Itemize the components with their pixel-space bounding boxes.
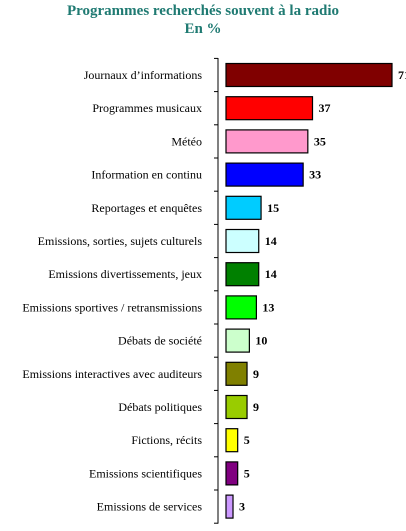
value-label: 13	[262, 300, 274, 314]
value-label: 10	[255, 334, 267, 348]
bar	[225, 494, 234, 519]
bar	[225, 361, 248, 386]
category-label: Météo	[171, 134, 202, 148]
bar	[225, 162, 304, 187]
bar	[225, 62, 393, 88]
category-label: Emissions divertissements, jeux	[48, 267, 202, 281]
bar	[225, 394, 248, 420]
category-label: Emissions sportives / retransmissions	[22, 300, 202, 314]
bar	[225, 328, 250, 353]
value-label: 9	[253, 367, 259, 381]
category-label: Information en continu	[91, 168, 202, 182]
category-label: Fictions, récits	[131, 433, 202, 447]
bar	[225, 295, 257, 320]
chart-subtitle: En %	[184, 21, 222, 37]
value-label: 14	[265, 234, 277, 248]
value-label: 37	[319, 101, 331, 115]
bar	[225, 129, 309, 154]
bar	[225, 228, 260, 254]
value-label: 15	[267, 201, 279, 215]
value-label: 5	[244, 433, 250, 447]
value-label: 3	[239, 500, 245, 514]
value-label: 35	[314, 134, 326, 148]
bar	[225, 96, 314, 121]
category-label: Emissions scientifiques	[89, 466, 202, 480]
value-label: 71	[398, 68, 406, 82]
category-label: Emissions de services	[97, 500, 203, 514]
category-label: Reportages et enquêtes	[91, 201, 202, 215]
bar	[225, 262, 260, 287]
value-label: 14	[265, 267, 277, 281]
value-label: 9	[253, 400, 259, 414]
value-label: 5	[244, 466, 250, 480]
bar	[225, 461, 239, 486]
category-label: Journaux d’informations	[84, 68, 203, 82]
category-label: Programmes musicaux	[92, 101, 202, 115]
category-label: Débats politiques	[118, 400, 202, 414]
category-label: Emissions interactives avec auditeurs	[22, 367, 202, 381]
value-label: 33	[309, 168, 321, 182]
chart-title: Programmes recherchés souvent à la radio	[66, 3, 340, 19]
category-label: Emissions, sorties, sujets culturels	[38, 234, 203, 248]
category-label: Débats de société	[118, 334, 202, 348]
bar	[225, 195, 262, 220]
bar	[225, 428, 239, 453]
